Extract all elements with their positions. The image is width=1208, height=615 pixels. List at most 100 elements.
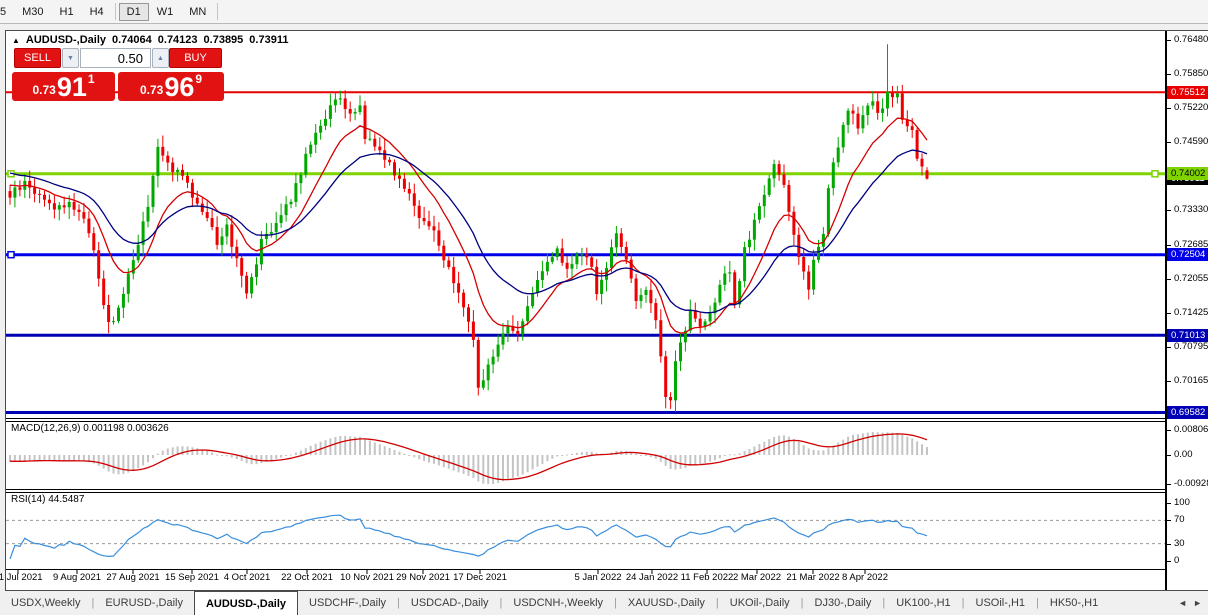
- tab-divider: |: [614, 597, 617, 609]
- chart-tab-hk50-h1[interactable]: HK50-,H1: [1049, 597, 1099, 609]
- date-tick-label: 9 Aug 2021: [52, 572, 102, 583]
- price-tick-label: 0.75850: [1167, 68, 1208, 80]
- date-tick-label: 8 Apr 2022: [842, 572, 888, 583]
- price-tick-label: 0.74590: [1167, 136, 1208, 148]
- price-level-badge: 0.71013: [1167, 329, 1208, 342]
- price-level-badge: 0.74002: [1167, 167, 1208, 180]
- buy-price-prefix: 0.73: [139, 83, 164, 97]
- toolbar-separator: [114, 3, 116, 20]
- volume-input[interactable]: [80, 48, 151, 68]
- price-level-badge: 0.72504: [1167, 248, 1208, 261]
- buy-button[interactable]: BUY: [169, 48, 222, 68]
- price-tick-label: 0.75220: [1167, 102, 1208, 114]
- timeframe-button-h1[interactable]: H1: [59, 5, 74, 18]
- chart-svg: [6, 31, 1166, 590]
- tab-divider: |: [715, 597, 719, 609]
- price-tick-label: 0.70795: [1167, 341, 1208, 353]
- date-tick-label: 22 Oct 2021: [281, 572, 333, 583]
- tab-divider: |: [499, 597, 503, 609]
- date-tick-label: 29 Nov 2021: [396, 572, 450, 583]
- date-tick-label: 17 Dec 2021: [453, 572, 507, 583]
- timeframe-button-h4[interactable]: H4: [89, 5, 104, 18]
- scroll-right-icon[interactable]: ►: [1193, 598, 1202, 608]
- triangle-up-icon: ▲: [157, 54, 164, 62]
- date-tick-label: 5 Jan 2022: [574, 572, 622, 583]
- price-tick-label: 0.73330: [1167, 204, 1208, 216]
- chart-tab-ukoil-daily[interactable]: UKOil-,Daily: [729, 597, 790, 609]
- price-tick-label: 0.72685: [1167, 239, 1208, 251]
- timeframe-buttons: 5 M30 H1 H4 D1 W1 MN: [0, 2, 221, 21]
- ohlc-high: 0.74123: [157, 34, 198, 46]
- date-tick-label: 21 Jul 2021: [0, 572, 43, 583]
- scroll-left-icon[interactable]: ◄: [1178, 598, 1188, 608]
- price-axis[interactable]: 0.76480 0.75850 0.75220 0.74590 0.73330 0.726…: [1166, 31, 1208, 590]
- macd-axis-label: -0.009286: [1167, 478, 1208, 490]
- ohlc-low: 0.73895: [203, 34, 244, 46]
- price-level-badge: 0.75512: [1167, 86, 1208, 99]
- date-tick-label: 10 Nov 2021: [340, 572, 394, 583]
- toolbar-separator: [217, 3, 219, 20]
- price-tick-label: 0.70165: [1167, 375, 1208, 387]
- buy-price-big: 96: [164, 72, 195, 102]
- timeframe-button-m30[interactable]: M30: [22, 5, 44, 18]
- tab-divider: |: [91, 597, 95, 609]
- chart-tabs: USDX,Weekly | EURUSD-,Daily AUDUSD-,Daily US…: [0, 591, 1109, 615]
- ohlc-close: 0.73911: [249, 34, 289, 46]
- chart-title: ▲ AUDUSD-,Daily 0.74064 0.74123 0.73895 …: [12, 34, 294, 46]
- price-level-badge: 0.69582: [1167, 406, 1208, 419]
- date-tick-label: 2 Mar 2022: [732, 572, 782, 583]
- chart-tab-usdcnh-weekly[interactable]: USDCNH-,Weekly: [513, 597, 604, 609]
- rsi-label: RSI(14) 44.5487: [11, 494, 85, 505]
- sell-button[interactable]: SELL: [14, 48, 61, 68]
- chart-tab-dj30-daily[interactable]: DJ30-,Daily: [814, 597, 872, 609]
- ohlc-open: 0.74064: [112, 34, 152, 46]
- buy-price-sup: 9: [195, 72, 203, 86]
- date-tick-label: 15 Sep 2021: [165, 572, 219, 583]
- tab-divider: |: [1036, 597, 1039, 609]
- sell-price-big: 91: [56, 72, 87, 102]
- chart-window: ▲ AUDUSD-,Daily 0.74064 0.74123 0.73895 …: [0, 30, 1208, 591]
- triangle-down-icon: ▼: [67, 54, 74, 62]
- macd-axis-label: 0.00: [1167, 449, 1193, 461]
- volume-decrease-button[interactable]: ▼: [62, 48, 79, 68]
- timeframe-button-w1[interactable]: W1: [156, 5, 174, 18]
- chart-tab-usdchf-daily[interactable]: USDCHF-,Daily: [309, 597, 387, 609]
- buy-price-box[interactable]: 0.73 96 9: [118, 72, 224, 101]
- tab-divider: |: [882, 597, 886, 609]
- rsi-axis-label: 0: [1167, 555, 1179, 567]
- rsi-axis-label: 100: [1167, 497, 1190, 509]
- chart-tab-eurusd-daily[interactable]: EURUSD-,Daily: [105, 597, 183, 609]
- date-tick-label: 21 Mar 2022: [786, 572, 840, 583]
- chart-tab-xauusd-daily[interactable]: XAUUSD-,Daily: [627, 597, 705, 609]
- rsi-axis-label: 70: [1167, 514, 1185, 526]
- price-tick-label: 0.72055: [1167, 273, 1208, 285]
- macd-label: MACD(12,26,9) 0.001198 0.003626: [11, 423, 169, 434]
- chart-tab-uk100-h1[interactable]: UK100-,H1: [896, 597, 951, 609]
- price-tick-label: 0.76480: [1167, 34, 1208, 46]
- volume-increase-button[interactable]: ▲: [152, 48, 169, 68]
- sell-price-sup: 1: [87, 72, 95, 86]
- date-tick-label: 27 Aug 2021: [106, 572, 160, 583]
- date-tick-label: 11 Feb 2022: [680, 572, 734, 583]
- chart-tab-usoil-h1[interactable]: USOil-,H1: [975, 597, 1026, 609]
- chart-tab-usdcad-daily[interactable]: USDCAD-,Daily: [410, 597, 489, 609]
- chart-tab-usdx-weekly[interactable]: USDX,Weekly: [11, 597, 81, 609]
- price-chart-canvas[interactable]: [6, 31, 1166, 590]
- price-tick-label: 0.71425: [1167, 307, 1208, 319]
- macd-axis-label: 0.008061: [1167, 424, 1208, 436]
- rsi-axis-label: 30: [1167, 538, 1185, 550]
- date-tick-label: 24 Jan 2022: [625, 572, 679, 583]
- timeframe-button-5[interactable]: 5: [0, 5, 7, 18]
- symbol-name: AUDUSD-,Daily: [25, 34, 106, 46]
- timeframe-toolbar: 5 M30 H1 H4 D1 W1 MN: [0, 0, 1208, 24]
- collapse-arrow-icon[interactable]: ▲: [12, 35, 20, 45]
- chart-tab-audusd-daily[interactable]: AUDUSD-,Daily: [193, 591, 299, 615]
- tab-divider: |: [800, 597, 804, 609]
- timeframe-button-d1[interactable]: D1: [118, 2, 149, 21]
- tab-divider: |: [397, 597, 400, 609]
- timeframe-button-mn[interactable]: MN: [189, 5, 207, 18]
- sell-price-prefix: 0.73: [32, 83, 56, 97]
- sell-price-box[interactable]: 0.73 91 1: [12, 72, 115, 101]
- tab-scroll-arrows: ◄ ►: [1178, 591, 1202, 615]
